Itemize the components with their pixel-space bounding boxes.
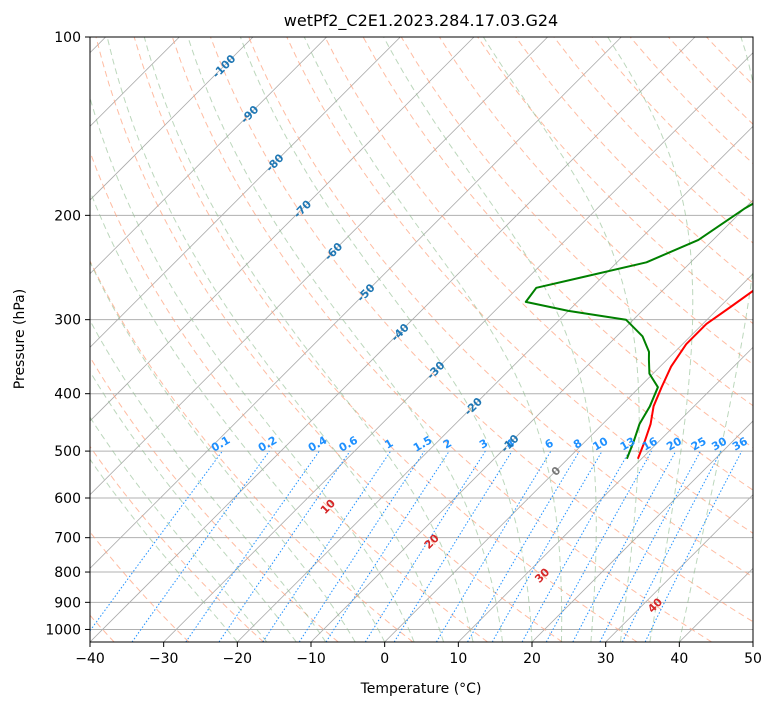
- moist-adiabat-line: [607, 37, 694, 642]
- moist-adiabat-line: [90, 189, 386, 642]
- y-tick-label: 400: [54, 387, 81, 403]
- moist-adiabat-line: [90, 370, 297, 642]
- moist-adiabat-line: [303, 37, 563, 642]
- y-tick-label: 500: [54, 444, 81, 460]
- mixing-ratio-line: [545, 450, 653, 642]
- isotherm-line: [90, 37, 254, 201]
- moist-adiabat-line: [90, 458, 238, 642]
- y-tick-label: 300: [54, 313, 81, 329]
- isotherm-line: [90, 37, 475, 422]
- y-tick-label: 200: [54, 208, 81, 224]
- moist-adiabat-line: [143, 37, 474, 642]
- dry-adiabat-line: [90, 259, 414, 642]
- mixing-ratio-line: [90, 450, 223, 632]
- plot-area: 0.1 0.2 0.4 0.6 1 1.5 2 3 4 6 8 10 13 16 20 25 30 36-100-…: [90, 37, 753, 642]
- x-tick-label: −30: [149, 651, 179, 667]
- dry-adiabat-line: [286, 37, 753, 534]
- x-tick-label: 10: [449, 651, 467, 667]
- y-axis-label: Pressure (hPa): [12, 289, 28, 389]
- isotherm-line: [237, 125, 753, 642]
- dry-adiabat-line: [95, 37, 563, 642]
- profile-series: [524, 202, 753, 460]
- mixing-ratio-line: [185, 450, 320, 642]
- mixing-ratio-line: [644, 450, 743, 642]
- x-tick-label: −40: [75, 651, 105, 667]
- isotherm-line: [384, 273, 753, 642]
- y-tick-label: 800: [54, 565, 81, 581]
- moist-adiabat-line: [239, 37, 533, 642]
- moist-adiabat-line: [90, 319, 327, 642]
- dewpoint-profile-line: [524, 202, 753, 460]
- moist-adiabat-line: [383, 37, 597, 642]
- moist-adiabat-line: [90, 416, 268, 642]
- dry-adiabat-line: [171, 37, 712, 642]
- dry-adiabat-line: [210, 37, 753, 623]
- moist-adiabat-line: [482, 37, 640, 642]
- isotherm-line: [90, 37, 401, 348]
- y-tick-label: 700: [54, 531, 81, 547]
- isotherm-line: [531, 420, 753, 642]
- moist-adiabat-line: [90, 260, 356, 642]
- dry-adiabat-line: [515, 37, 753, 284]
- dry-adiabat-line: [324, 37, 753, 491]
- pressure-gridlines: [90, 37, 753, 630]
- x-tick-label: 20: [523, 651, 541, 667]
- mixing-ratio-line: [262, 450, 392, 642]
- isotherm-line: [90, 37, 696, 642]
- isotherm-line: [90, 37, 327, 275]
- isotherm-line: [163, 52, 753, 642]
- x-tick-label: 30: [597, 651, 615, 667]
- mixing-ratio-line: [218, 450, 351, 642]
- x-tick-label: 40: [670, 651, 688, 667]
- moist-adiabat-line: [678, 37, 753, 642]
- dry-adiabat-line: [90, 445, 264, 642]
- isotherm-line: [90, 37, 622, 569]
- y-axis-ticks: 100 200 300 400 500 600 700 800 900 1000: [45, 30, 90, 638]
- mixing-ratio-line: [521, 450, 630, 642]
- mixing-ratio-line: [131, 450, 270, 642]
- moist-adiabat-line: [187, 37, 503, 642]
- dry-adiabat-line: [133, 37, 638, 642]
- x-tick-label: 0: [380, 651, 389, 667]
- x-tick-label: −10: [296, 651, 326, 667]
- x-axis-ticks: −40 −30 −20 −10 0 10 20 30 40 50: [75, 642, 762, 667]
- mixing-ratio-line: [393, 450, 513, 642]
- x-axis-label: Temperature (°C): [360, 681, 482, 697]
- mixing-ratio-line: [364, 450, 486, 642]
- y-tick-label: 900: [54, 595, 81, 611]
- mixing-ratio-line: [435, 450, 552, 642]
- mixing-ratio-line: [621, 450, 722, 642]
- y-tick-label: 600: [54, 491, 81, 507]
- temperature-profile-line: [636, 289, 753, 460]
- moist-adiabat-lines: [90, 37, 753, 642]
- x-tick-label: 50: [744, 651, 762, 667]
- mixing-ratio-lines: [90, 450, 743, 642]
- mixing-ratio-line: [572, 450, 677, 642]
- y-tick-label: 1000: [45, 622, 81, 638]
- dry-adiabat-line: [248, 37, 753, 578]
- moist-adiabat-line: [106, 37, 445, 642]
- mixing-ratio-line: [298, 450, 425, 642]
- isotherm-line: [605, 494, 753, 642]
- moist-adiabat-line: [90, 96, 415, 642]
- mixing-ratio-line: [325, 450, 450, 642]
- plot-frame: [89, 36, 754, 643]
- y-tick-label: 100: [54, 30, 81, 46]
- chart-title: wetPf2_C2E1.2023.284.17.03.G24: [284, 11, 558, 31]
- x-tick-label: −20: [223, 651, 253, 667]
- mixing-ratio-line: [599, 450, 701, 642]
- isotherm-line: [90, 37, 548, 496]
